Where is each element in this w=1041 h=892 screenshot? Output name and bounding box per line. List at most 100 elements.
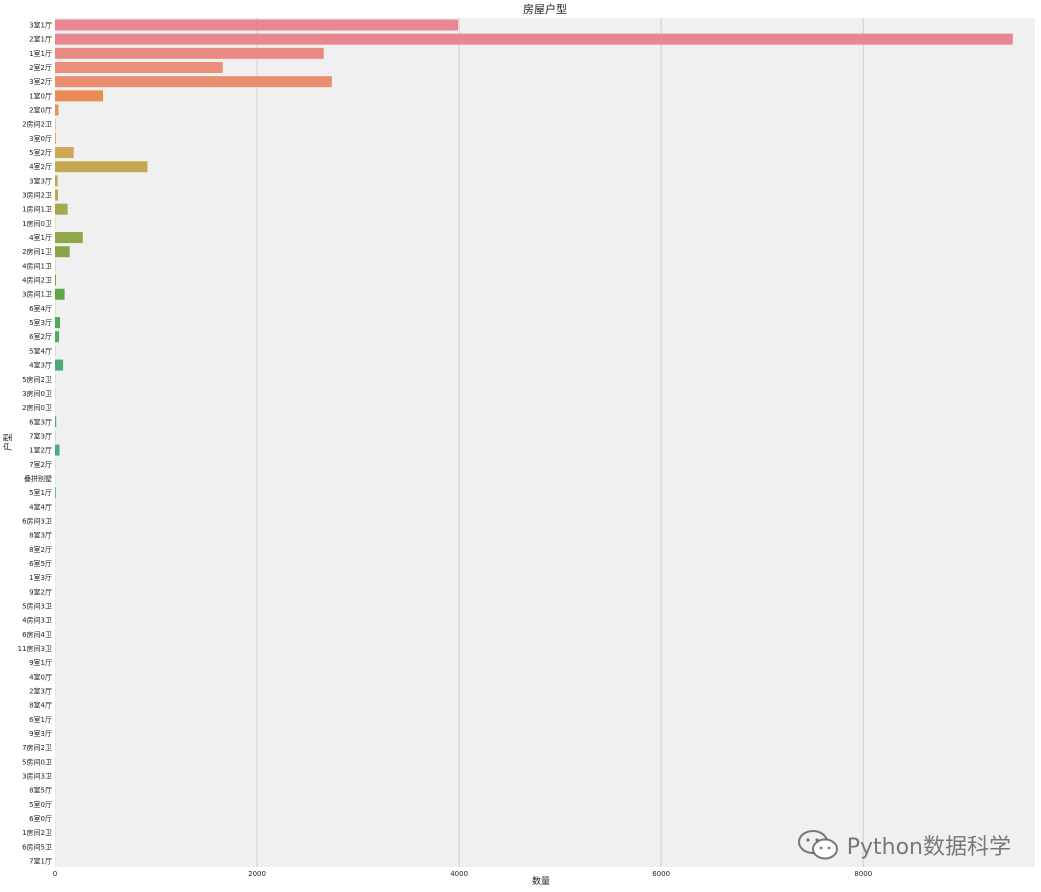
bar [55, 47, 324, 59]
y-tick-label: 1室0厅 [29, 91, 52, 100]
plot-background [55, 18, 1035, 867]
y-tick-label: 8室5厅 [29, 786, 52, 795]
y-tick-label: 3室3厅 [29, 176, 52, 185]
y-tick-label: 4房间1卫 [22, 261, 52, 270]
y-tick-label: 3房间1卫 [22, 290, 52, 299]
y-tick-label: 4室4厅 [29, 502, 52, 511]
y-tick-label: 5房间0卫 [22, 757, 52, 766]
bar [55, 189, 59, 201]
y-tick-label: 叠拼别墅 [24, 474, 52, 483]
x-axis-label: 数量 [532, 875, 550, 887]
y-tick-label: 4室1厅 [29, 233, 52, 242]
y-tick-label: 2室1厅 [29, 35, 52, 44]
y-tick-label: 4室2厅 [29, 162, 52, 171]
y-tick-label: 4房间3卫 [22, 616, 52, 625]
y-tick-label: 9室3厅 [29, 729, 52, 738]
chart-title: 房屋户型 [523, 2, 567, 16]
bar [55, 147, 74, 159]
y-tick-label: 8室2厅 [29, 545, 52, 554]
bar [55, 444, 60, 456]
y-tick-label: 4室0厅 [29, 672, 52, 681]
y-tick-label: 2室0厅 [29, 106, 52, 115]
y-tick-label: 5房间3卫 [22, 601, 52, 610]
y-tick-label: 7室3厅 [29, 431, 52, 440]
bar [55, 487, 56, 499]
y-tick-label: 6房间5卫 [22, 842, 52, 851]
y-tick-label: 4房间2卫 [22, 276, 52, 285]
bar [55, 274, 57, 286]
y-tick-label: 6室1厅 [29, 715, 52, 724]
y-tick-label: 5室4厅 [29, 346, 52, 355]
y-tick-label: 2房间0卫 [22, 403, 52, 412]
y-tick-labels: 3室1厅 2室1厅 1室1厅 2室2厅 3室2厅 1室0厅 2室0厅 2房间2卫 3室0厅 5室2… [18, 21, 52, 866]
y-tick-label: 8室3厅 [29, 531, 52, 540]
y-tick-label: 2房间2卫 [22, 120, 52, 129]
y-tick-label: 1室2厅 [29, 446, 52, 455]
y-tick-label: 3室1厅 [29, 21, 52, 30]
y-tick-label: 1房间0卫 [22, 219, 52, 228]
y-tick-label: 6房间3卫 [22, 516, 52, 525]
y-tick-label: 1房间2卫 [22, 828, 52, 837]
y-tick-label: 6室4厅 [29, 304, 52, 313]
y-tick-label: 2房间1卫 [22, 247, 52, 256]
x-tick-label: 6000 [652, 870, 670, 878]
bar [55, 62, 223, 74]
y-tick-label: 1房间1卫 [22, 205, 52, 214]
y-tick-label: 3房间0卫 [22, 389, 52, 398]
bar [55, 175, 58, 187]
bar [55, 19, 459, 31]
grid-lines [256, 18, 864, 867]
bar [55, 359, 64, 371]
y-tick-label: 9室1厅 [29, 658, 52, 667]
y-tick-label: 6房间4卫 [22, 630, 52, 639]
bar [55, 161, 148, 173]
y-tick-label: 2室3厅 [29, 686, 52, 695]
bar [55, 90, 103, 102]
bar [55, 33, 1013, 45]
bar [55, 76, 332, 88]
y-tick-label: 3房间3卫 [22, 772, 52, 781]
y-tick-label: 8室4厅 [29, 701, 52, 710]
wechat-icon [797, 830, 838, 860]
y-tick-label: 1室1厅 [29, 49, 52, 58]
x-tick-label: 4000 [450, 870, 468, 878]
y-tick-label: 7房间2卫 [22, 743, 52, 752]
y-tick-label: 1室3厅 [29, 573, 52, 582]
y-tick-label: 7室1厅 [29, 857, 52, 866]
y-tick-label: 6室2厅 [29, 332, 52, 341]
y-tick-label: 6室0厅 [29, 814, 52, 823]
y-axis-label: 户型 [2, 433, 14, 451]
y-tick-label: 5室1厅 [29, 488, 52, 497]
bar [55, 317, 61, 329]
y-tick-label: 5室2厅 [29, 148, 52, 157]
y-tick-label: 3室0厅 [29, 134, 52, 143]
y-tick-label: 6室3厅 [29, 417, 52, 426]
bar [55, 331, 60, 343]
x-tick-label: 0 [53, 870, 57, 878]
watermark-text: Python数据科学 [846, 835, 1011, 860]
y-tick-label: 5室0厅 [29, 800, 52, 809]
x-tick-label: 8000 [854, 870, 872, 878]
bar [55, 118, 56, 130]
y-tick-label: 3室2厅 [29, 77, 52, 86]
y-tick-label: 3房间2卫 [22, 191, 52, 200]
bar [55, 232, 83, 244]
y-tick-label: 5房间2卫 [22, 375, 52, 384]
bar [55, 203, 68, 215]
bar [55, 132, 57, 144]
y-tick-label: 7室2厅 [29, 460, 52, 469]
bar [55, 246, 70, 258]
y-tick-label: 5室3厅 [29, 318, 52, 327]
y-tick-label: 11房间3卫 [18, 644, 52, 653]
watermark: Python数据科学 [797, 828, 1011, 862]
y-tick-label: 9室2厅 [29, 587, 52, 596]
bar [55, 416, 57, 428]
y-tick-label: 4室3厅 [29, 361, 52, 370]
bar [55, 288, 65, 300]
y-tick-label: 2室2厅 [29, 63, 52, 72]
bars [55, 19, 1013, 867]
bar [55, 104, 59, 116]
x-tick-labels: 0 2000 4000 6000 8000 [53, 870, 872, 878]
